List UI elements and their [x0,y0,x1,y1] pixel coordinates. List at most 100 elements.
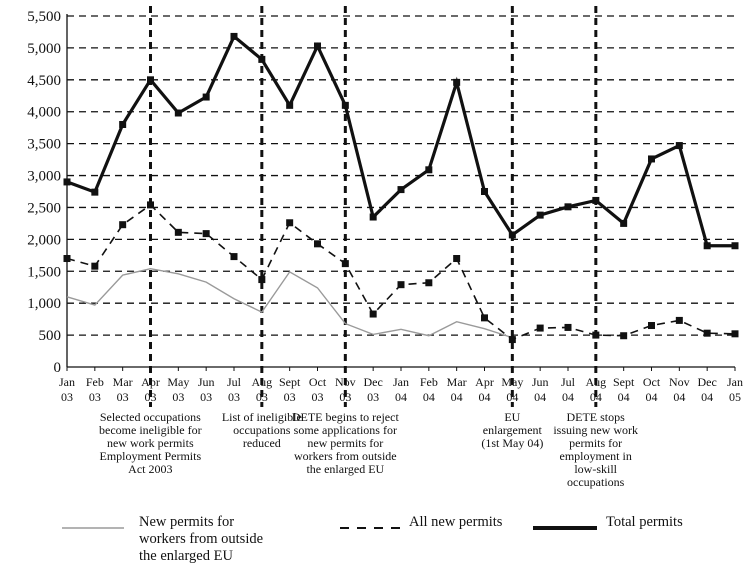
x-tick-label-month: Sept [613,375,635,389]
legend-swatch-total [533,526,597,530]
series-2-point [286,101,294,109]
series-1-point [286,219,294,227]
x-tick-label-month: Jul [561,375,576,389]
x-tick-label-year: 04 [701,390,713,404]
series-1-point [536,324,544,332]
x-tick-label-year: 04 [562,390,574,404]
x-tick-label-year: 04 [646,390,658,404]
x-tick-label-year: 04 [395,390,407,404]
x-tick-label-month: Sept [279,375,301,389]
x-tick-label-year: 04 [534,390,546,404]
x-tick-label-year: 04 [423,390,435,404]
series-1-point [369,310,377,318]
event-annotation: List of ineligible occupations reduced [221,410,302,450]
series-1-point [258,276,266,284]
x-tick-label-month: Oct [309,375,327,389]
x-tick-label-year: 04 [618,390,630,404]
x-tick-label-year: 04 [479,390,491,404]
series-1-point [174,228,182,236]
x-tick-label-year: 04 [673,390,685,404]
series-1-point [648,322,655,330]
series-1-point [119,221,127,229]
x-tick-label-month: Apr [475,375,494,389]
series-2-point [481,188,488,195]
x-tick-label-year: 03 [200,390,212,404]
series-1-point [314,240,321,248]
legend-swatch-outside [62,527,124,529]
series-1-point [703,329,711,337]
series-2-point [119,120,127,128]
legend-label-outside: New permits for workers from outside the… [139,514,264,564]
series-2-point [648,155,655,163]
series-2-point [174,109,182,117]
event-annotation: DETE begins to reject some applications … [291,410,399,476]
y-tick-label: 1,500 [27,264,61,280]
x-tick-label-month: Feb [86,375,104,389]
y-tick-label: 500 [39,328,62,344]
x-tick-label-year: 03 [228,390,240,404]
series-1-point [564,323,572,331]
x-tick-label-year: 03 [117,390,129,404]
series-2-point [620,219,628,227]
series-2-point [453,78,461,86]
y-tick-label: 3,500 [27,137,61,153]
series-2-point [202,93,210,101]
x-tick-label-month: Mar [447,375,467,389]
series-2-point [258,55,266,63]
y-tick-label: 4,000 [27,105,61,121]
series-1-point [453,255,461,263]
series-2-point [564,203,572,211]
x-tick-label-year: 03 [367,390,379,404]
series-line-0 [66,268,513,339]
x-tick-label-month: Feb [420,375,438,389]
series-2-point [314,42,321,50]
series-1-point [481,314,488,322]
x-tick-label-month: Dec [698,375,717,389]
series-2-point [425,166,433,174]
series-2-point [508,231,516,239]
series-2-point [230,32,238,40]
y-tick-label: 0 [54,360,62,376]
series-1-point [341,260,349,268]
y-tick-label: 5,500 [27,9,61,25]
y-tick-label: 2,000 [27,232,61,248]
series-1-point [592,331,600,339]
x-tick-label-month: Jan [393,375,409,389]
x-tick-label-year: 03 [312,390,324,404]
series-2-point [369,213,377,221]
x-tick-label-year: 03 [61,390,73,404]
series-2-point [731,242,739,250]
series-1-point [675,316,683,324]
x-tick-label-month: May [167,375,189,389]
series-2-point [703,242,711,250]
x-tick-label-year: 03 [172,390,184,404]
series-1-point [425,279,433,287]
y-tick-label: 5,000 [27,41,61,57]
series-1-point [202,230,210,238]
x-tick-label-month: Jun [532,375,549,389]
x-tick-label-month: Mar [113,375,133,389]
event-annotation: DETE stops issuing new work permits for … [553,410,638,489]
series-1-point [230,253,238,261]
x-tick-label-month: Jan [59,375,75,389]
series-2-point [341,101,349,109]
y-tick-label: 3,000 [27,169,61,185]
x-tick-label-month: Nov [669,375,690,389]
event-annotation: Selected occupations become ineligible f… [99,410,202,476]
x-tick-label-month: Jan [727,375,743,389]
x-tick-label-month: Dec [364,375,383,389]
y-tick-label: 1,000 [27,296,61,312]
series-2-point [592,196,600,204]
series-1-point [508,336,516,344]
legend-label-total: Total permits [606,514,683,530]
series-2-point [147,76,154,84]
x-tick-label-month: Jun [198,375,215,389]
x-tick-label-year: 03 [89,390,101,404]
x-tick-label-year: 05 [729,390,741,404]
series-2-point [63,178,71,186]
x-tick-label-month: Oct [643,375,661,389]
series-line-2 [66,33,735,248]
series-1-point [91,262,99,270]
y-tick-label: 2,500 [27,200,61,216]
